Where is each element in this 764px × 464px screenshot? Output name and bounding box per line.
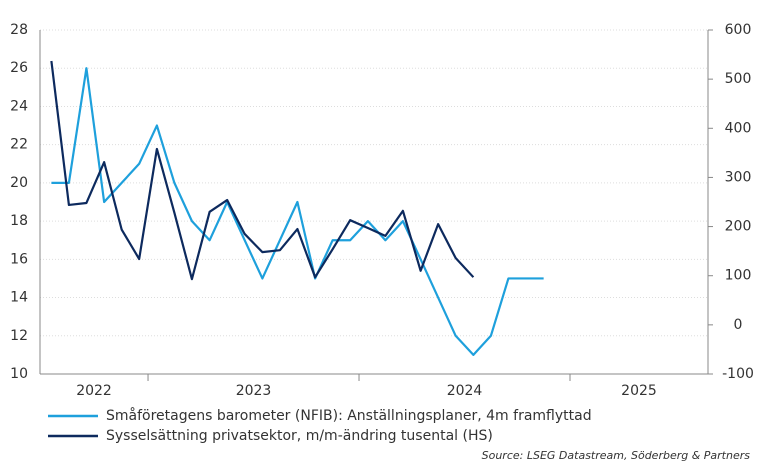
legend-label: Småföretagens barometer (NFIB): Anställn… (106, 407, 592, 424)
legend-label: Sysselsättning privatsektor, m/m-ändring… (106, 428, 493, 444)
x-tick-label: 2024 (447, 383, 483, 399)
y-tick-label: 14 (10, 290, 28, 306)
y-tick-label: 22 (10, 137, 28, 153)
y-tick-label: 28 (10, 22, 28, 38)
y2-tick-label: -100 (722, 366, 754, 382)
y2-tick-label: 100 (725, 268, 752, 284)
y2-tick-label: 200 (725, 219, 752, 235)
x-tick-label: 2023 (236, 383, 272, 399)
x-tick-label: 2025 (621, 383, 657, 399)
y2-tick-label: 500 (725, 71, 752, 87)
source: Source: LSEG Datastream, Söderberg & Par… (482, 449, 751, 462)
y-tick-label: 20 (10, 175, 28, 191)
series-line (50, 60, 475, 281)
y-tick-label: 24 (10, 98, 28, 114)
x-tick-label: 2022 (76, 383, 112, 399)
y-tick-label: 26 (10, 60, 28, 76)
y2-tick-label: 400 (725, 120, 752, 136)
y-tick-label: 16 (10, 251, 28, 267)
y2-tick-label: 600 (725, 22, 752, 38)
series-line (51, 67, 544, 356)
y-tick-label: 18 (10, 213, 28, 229)
y-tick-label: 12 (10, 328, 28, 344)
y2-tick-label: 0 (734, 317, 743, 333)
y2-tick-label: 300 (725, 169, 752, 185)
y-tick-label: 10 (10, 366, 28, 382)
